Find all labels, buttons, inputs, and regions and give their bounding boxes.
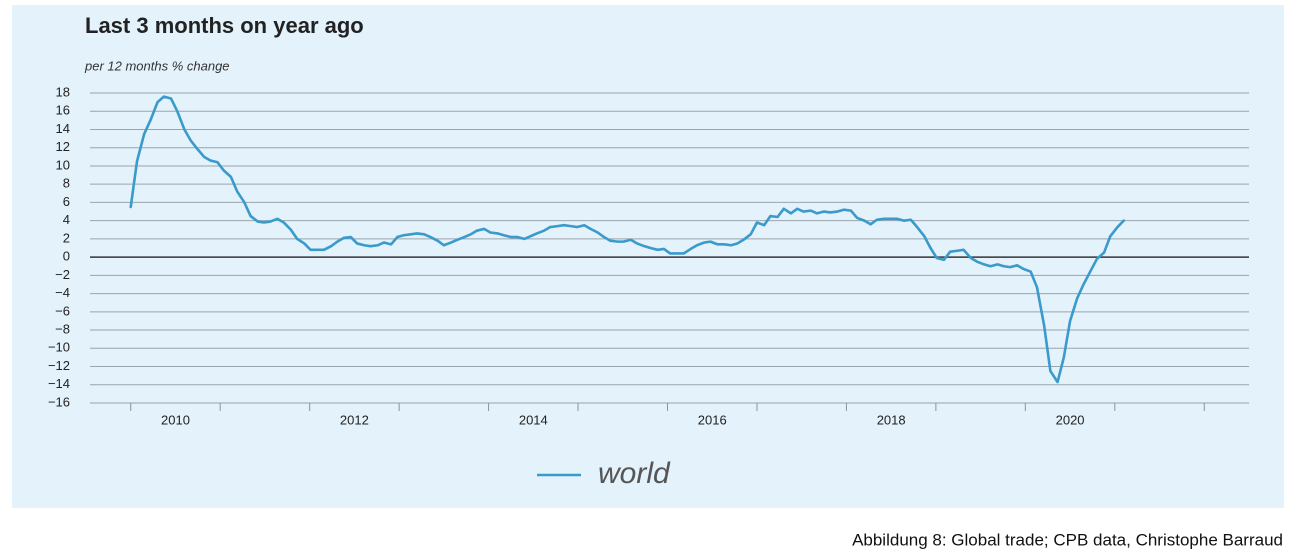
- y-tick-label: 14: [56, 121, 70, 136]
- y-tick-label: 8: [63, 176, 70, 191]
- x-tick-label: 2020: [1056, 412, 1085, 427]
- grid: −16 −14 −12 −10 −8 −6 −4 −2 0 2 4 6 8 10 12 14 16 18 2010 2…: [48, 84, 1249, 427]
- y-tick-label: 18: [56, 84, 70, 99]
- y-tick-label: −6: [55, 303, 70, 318]
- x-tick-label: 2014: [519, 412, 548, 427]
- y-tick-label: 10: [56, 157, 70, 172]
- chart-title: Last 3 months on year ago: [85, 13, 364, 38]
- y-tick-label: 16: [56, 103, 70, 118]
- y-tick-label: 4: [63, 212, 70, 227]
- data-line: [129, 95, 1126, 384]
- y-tick-label: −14: [48, 376, 70, 391]
- chart-subtitle: per 12 months % change: [84, 58, 230, 73]
- y-tick-label: 6: [63, 194, 70, 209]
- y-tick-label: −16: [48, 394, 70, 409]
- y-tick-label: −12: [48, 358, 70, 373]
- y-tick-label: 2: [63, 230, 70, 245]
- x-tick-label: 2016: [698, 412, 727, 427]
- x-tick-label: 2018: [877, 412, 906, 427]
- y-tick-label: −4: [55, 285, 70, 300]
- y-tick-label: −2: [55, 267, 70, 282]
- y-tick-label: −8: [55, 321, 70, 336]
- legend-label: world: [598, 457, 671, 490]
- x-tick-label: 2012: [340, 412, 369, 427]
- y-tick-label: 12: [56, 139, 70, 154]
- y-tick-label: 0: [63, 249, 70, 264]
- x-tick-label: 2010: [161, 412, 190, 427]
- y-tick-label: −10: [48, 340, 70, 355]
- caption: Abbildung 8: Global trade; CPB data, Chr…: [852, 530, 1283, 549]
- plot: world: [129, 95, 1126, 490]
